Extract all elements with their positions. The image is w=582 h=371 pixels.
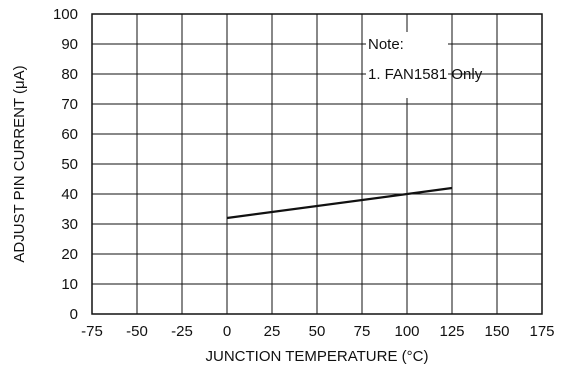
y-tick-label: 80 <box>61 66 78 83</box>
series-line <box>226 186 453 220</box>
x-tick-label: 125 <box>439 323 464 340</box>
y-tick-label: 100 <box>53 6 78 23</box>
note-box: Note: 1. FAN1581 Only <box>366 32 483 98</box>
grid-lines <box>92 14 542 314</box>
y-tick-label: 20 <box>61 246 78 263</box>
note-line: 1. FAN1581 Only <box>368 66 483 83</box>
y-tick-label: 30 <box>61 216 78 233</box>
x-tick-label: 100 <box>394 323 419 340</box>
plot-frame <box>91 13 543 315</box>
series-group <box>226 186 453 220</box>
x-tick-label: 75 <box>354 323 371 340</box>
x-tick-label: -25 <box>171 323 193 340</box>
y-tick-label: 90 <box>61 36 78 53</box>
y-tick-label: 40 <box>61 186 78 203</box>
x-tick-label: 175 <box>529 323 554 340</box>
x-tick-label: 50 <box>309 323 326 340</box>
y-tick-label: 50 <box>61 156 78 173</box>
y-tick-label: 10 <box>61 276 78 293</box>
y-axis-label: ADJUST PIN CURRENT (μA) <box>11 65 28 262</box>
x-tick-label: 150 <box>484 323 509 340</box>
note-title: Note: <box>368 36 404 53</box>
y-tick-labels: 0 10 20 30 40 50 60 70 80 90 100 <box>53 6 78 323</box>
y-tick-label: 0 <box>70 306 78 323</box>
x-tick-label: -50 <box>126 323 148 340</box>
x-tick-label: -75 <box>81 323 103 340</box>
x-tick-labels: -75 -50 -25 0 25 50 75 100 125 150 175 <box>81 323 554 340</box>
x-axis-label: JUNCTION TEMPERATURE (°C) <box>206 348 429 365</box>
x-tick-label: 25 <box>264 323 281 340</box>
y-tick-label: 60 <box>61 126 78 143</box>
x-tick-label: 0 <box>223 323 231 340</box>
y-tick-label: 70 <box>61 96 78 113</box>
